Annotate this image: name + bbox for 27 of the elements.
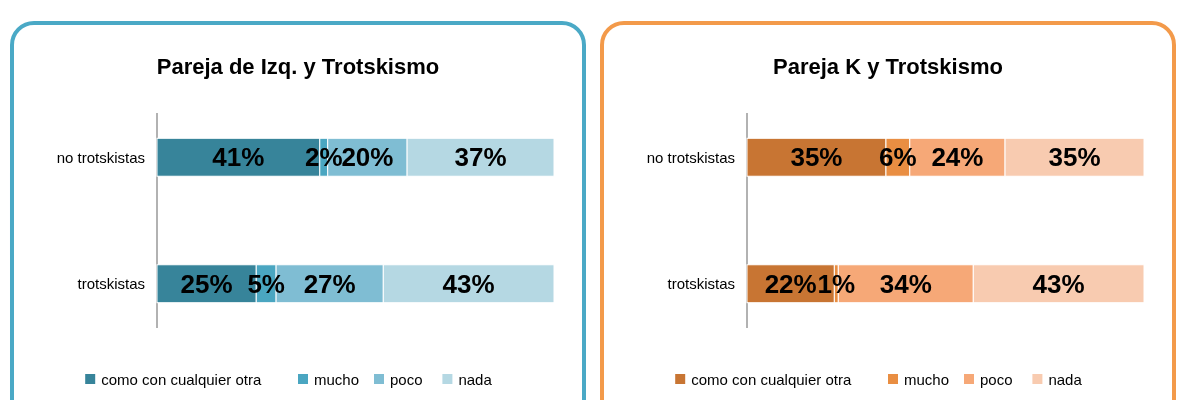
- legend-label: nada: [458, 370, 493, 388]
- data-label: 20%: [341, 142, 394, 173]
- data-label: 37%: [454, 142, 507, 173]
- chart-title: Pareja K y Trotskismo: [773, 54, 1003, 79]
- data-label: 43%: [1032, 268, 1085, 299]
- legend-label: mucho: [904, 370, 950, 388]
- y-tick-label: no trotskistas: [56, 148, 145, 166]
- data-label: 41%: [212, 142, 265, 173]
- chart-title: Pareja de Izq. y Trotskismo: [156, 54, 440, 79]
- data-label: 35%: [790, 142, 843, 173]
- legend-label: mucho: [314, 370, 360, 388]
- data-label: 22%: [764, 268, 817, 299]
- legend-label: poco: [390, 370, 423, 388]
- data-label: 34%: [879, 268, 932, 299]
- legend-label: como con cualquier otra: [691, 370, 852, 388]
- data-label: 1%: [817, 268, 856, 299]
- legend-label: nada: [1048, 370, 1083, 388]
- data-label: 43%: [442, 268, 495, 299]
- data-label: 35%: [1048, 142, 1101, 173]
- y-tick-label: trotskistas: [667, 274, 735, 292]
- legend-label: poco: [980, 370, 1013, 388]
- data-label: 24%: [931, 142, 984, 173]
- legend-label: como con cualquier otra: [101, 370, 262, 388]
- y-tick-label: no trotskistas: [646, 148, 735, 166]
- data-label: 25%: [180, 268, 233, 299]
- data-label: 27%: [303, 268, 356, 299]
- y-tick-label: trotskistas: [77, 274, 145, 292]
